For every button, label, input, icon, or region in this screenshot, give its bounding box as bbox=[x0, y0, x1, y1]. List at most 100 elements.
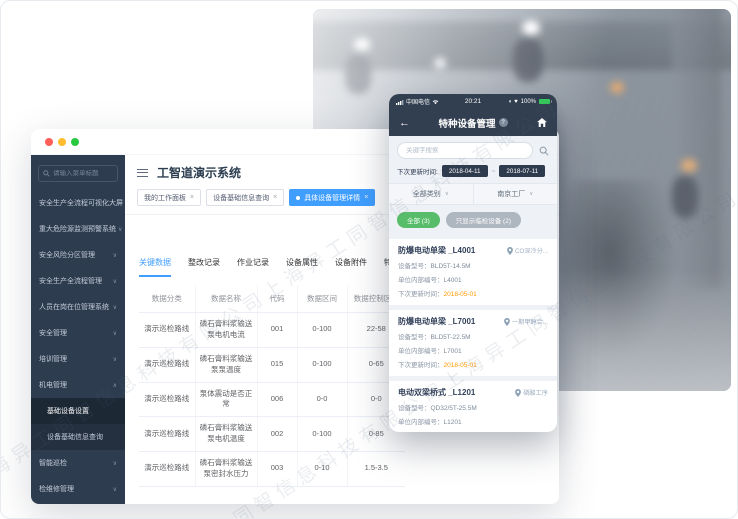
sidebar-item-hazard-monitor[interactable]: 重大危险源监测预警系统 ∨ bbox=[31, 216, 125, 242]
cell: 0-0 bbox=[297, 382, 348, 418]
battery-percent: 100% bbox=[520, 98, 536, 105]
sidebar-item-personnel[interactable]: 人员在岗在位管理系统 ∨ bbox=[31, 294, 125, 320]
help-badge-icon[interactable]: ? bbox=[498, 118, 508, 127]
equipment-card[interactable]: 防爆电动单梁 _L4001 CO深冷分... 设备型号：BLD5T-14.5M … bbox=[389, 239, 557, 305]
cell: 0-10 bbox=[297, 451, 348, 487]
cell: 演示巡检路线 bbox=[139, 312, 196, 348]
sidebar-submenu: 基础设备设置 设备基础信息查询 bbox=[31, 398, 125, 450]
phone-search-input[interactable] bbox=[406, 147, 524, 154]
phone-search-row bbox=[389, 136, 557, 164]
equipment-title: 防爆电动单梁 _L4001 bbox=[398, 246, 476, 255]
sidebar-item-label: 基础设备设置 bbox=[47, 408, 89, 415]
equipment-location: 一期甲醇合... bbox=[511, 319, 548, 326]
tab-key-data[interactable]: 关键数据 bbox=[139, 257, 171, 277]
filter-inspection-only-button[interactable]: 只显示临检设备 (2) bbox=[445, 212, 521, 228]
date-from-button[interactable]: 2018-04-11 bbox=[441, 165, 488, 177]
sidebar-item-label: 智能巡检 bbox=[39, 460, 67, 467]
sidebar-item-visual-screen[interactable]: 安全生产全流程可视化大屏 bbox=[31, 190, 125, 216]
maximize-window-icon[interactable] bbox=[71, 137, 79, 146]
phone-page-title: 特种设备管理 bbox=[438, 118, 496, 130]
cell: 演示巡检路线 bbox=[139, 451, 196, 487]
equipment-card[interactable]: 防爆电动单梁 _L7001 一期甲醇合... 设备型号：BLD5T-22.5M … bbox=[389, 310, 557, 376]
internal-code-value: L4001 bbox=[443, 277, 462, 284]
close-icon[interactable]: × bbox=[190, 194, 195, 201]
phone-search-field[interactable] bbox=[397, 142, 533, 159]
cell: 002 bbox=[257, 416, 298, 452]
sidebar-item-label: 重大危险源监测预警系统 bbox=[39, 226, 116, 233]
date-to-button[interactable]: 2018-07-11 bbox=[499, 165, 546, 177]
internal-code-value: L1201 bbox=[443, 419, 462, 426]
filter-all-button[interactable]: 全部 (3) bbox=[397, 212, 440, 228]
chevron-down-icon: ∨ bbox=[112, 486, 117, 493]
model-value: BLD5T-22.5M bbox=[430, 334, 471, 341]
location-pin-icon bbox=[515, 388, 522, 397]
col-header: 代码 bbox=[257, 285, 298, 313]
sidebar-item-smart-inspection[interactable]: 智能巡检 ∨ bbox=[31, 450, 125, 476]
category-dropdown[interactable]: 全部类别 ∨ bbox=[389, 184, 473, 204]
equipment-location: 磷酸工序 bbox=[523, 390, 548, 397]
internal-code-value: L7001 bbox=[443, 348, 462, 355]
sidebar-search[interactable] bbox=[38, 165, 118, 182]
sidebar-subitem-device-info-query[interactable]: 设备基础信息查询 bbox=[31, 424, 125, 450]
chevron-down-icon: ∨ bbox=[118, 226, 123, 233]
col-header: 数据名称 bbox=[195, 285, 258, 313]
sidebar-search-input[interactable] bbox=[53, 170, 113, 177]
cell: 演示巡检路线 bbox=[139, 382, 196, 418]
model-label: 设备型号： bbox=[398, 334, 431, 341]
equipment-title: 电动双梁桥式 _L1201 bbox=[398, 388, 476, 397]
phone-screenshot: 20:21 中国电信 ◐ ♥ 100% ← 特种设备管理 ? bbox=[389, 94, 557, 432]
next-update-value: 2018-05-01 bbox=[443, 362, 477, 369]
tab-device-info-query[interactable]: 设备基础信息查询 × bbox=[206, 189, 285, 206]
search-icon[interactable] bbox=[539, 146, 549, 156]
tab-label: 具体设备管理详情 bbox=[304, 194, 361, 202]
sidebar-item-safety-mgmt[interactable]: 安全管理 ∨ bbox=[31, 320, 125, 346]
model-label: 设备型号： bbox=[398, 405, 431, 412]
tab-device-attachments[interactable]: 设备附件 bbox=[335, 258, 367, 267]
sidebar-item-mech-elec-mgmt[interactable]: 机电管理 ∧ bbox=[31, 372, 125, 398]
chevron-down-icon: ∨ bbox=[112, 330, 117, 337]
search-icon bbox=[43, 170, 50, 177]
home-icon[interactable] bbox=[537, 118, 547, 127]
cell: 演示巡检路线 bbox=[139, 416, 196, 452]
app-title: 工智道演示系统 bbox=[157, 166, 242, 180]
signal-bars-icon bbox=[396, 99, 404, 105]
hamburger-menu-icon[interactable] bbox=[137, 168, 148, 177]
chevron-down-icon: ∨ bbox=[112, 460, 117, 467]
tab-label: 我的工作面板 bbox=[144, 194, 186, 202]
equipment-card[interactable]: 电动双梁桥式 _L1201 磷酸工序 设备型号：QD32/5T-25.5M 单位… bbox=[389, 381, 557, 432]
factory-dropdown[interactable]: 南京工厂 ∨ bbox=[472, 184, 558, 204]
sidebar-item-safety-process[interactable]: 安全生产全流程管理 ∨ bbox=[31, 268, 125, 294]
sidebar-item-maintenance-mgmt[interactable]: 检维修管理 ∨ bbox=[31, 476, 125, 502]
tab-work-records[interactable]: 作业记录 bbox=[237, 258, 269, 267]
close-icon[interactable]: × bbox=[273, 194, 278, 201]
cell: 001 bbox=[257, 312, 298, 348]
internal-code-label: 单位内部编号： bbox=[398, 348, 444, 355]
filter-buttons: 全部 (3) 只显示临检设备 (2) bbox=[389, 205, 557, 234]
chevron-down-icon: ∨ bbox=[112, 304, 117, 311]
wifi-icon bbox=[432, 99, 439, 104]
dropdown-label: 南京工厂 bbox=[497, 191, 526, 198]
minimize-window-icon[interactable] bbox=[58, 137, 66, 146]
tab-my-workboard[interactable]: 我的工作面板 × bbox=[137, 189, 202, 206]
equipment-title: 防爆电动单梁 _L7001 bbox=[398, 317, 476, 326]
tab-rectify-records[interactable]: 整改记录 bbox=[188, 258, 220, 267]
close-icon[interactable]: × bbox=[364, 194, 369, 201]
cell: 006 bbox=[257, 382, 298, 418]
status-misc-icons: ◐ ♥ bbox=[508, 98, 518, 105]
cell: 0-85 bbox=[347, 416, 405, 452]
open-tabs-bar: 我的工作面板 × 设备基础信息查询 × 具体设备管理详情 × bbox=[125, 186, 559, 215]
phone-status-bar: 20:21 中国电信 ◐ ♥ 100% bbox=[389, 94, 557, 109]
sidebar-subitem-basic-device-setup[interactable]: 基础设备设置 bbox=[31, 398, 125, 424]
date-range-separator: ~ bbox=[491, 167, 496, 175]
tab-device-attrs[interactable]: 设备属性 bbox=[286, 258, 318, 267]
cell: 磷石膏料浆输送泵泵温度 bbox=[195, 347, 258, 383]
status-time: 20:21 bbox=[464, 98, 482, 105]
sidebar-item-risk-zone[interactable]: 安全风险分区管理 ∨ bbox=[31, 242, 125, 268]
back-arrow-icon[interactable]: ← bbox=[399, 116, 410, 129]
next-update-label: 下次更新时间： bbox=[398, 362, 444, 369]
cell: 0-100 bbox=[297, 347, 348, 383]
close-window-icon[interactable] bbox=[45, 137, 53, 146]
tab-device-detail[interactable]: 具体设备管理详情 × bbox=[289, 189, 376, 206]
sidebar-item-training-mgmt[interactable]: 培训管理 ∨ bbox=[31, 346, 125, 372]
